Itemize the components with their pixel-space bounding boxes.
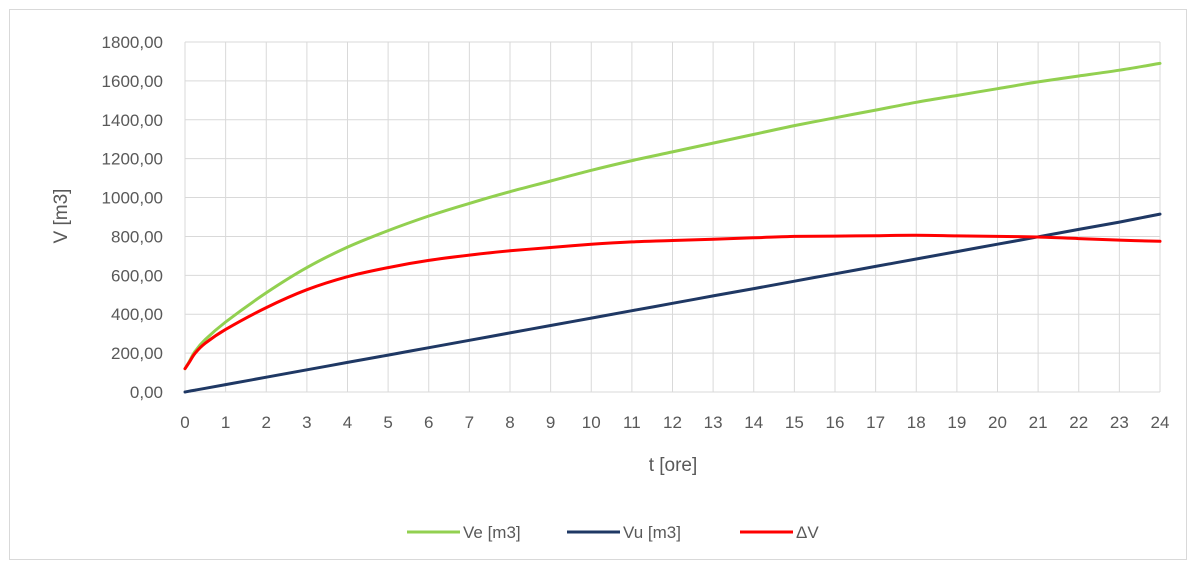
series-lines: [183, 61, 1162, 394]
series-line-1: [183, 212, 1162, 394]
y-tick-label: 400,00: [111, 305, 163, 324]
x-tick-label: 15: [785, 413, 804, 432]
x-tick-label: 0: [180, 413, 189, 432]
x-tick-label: 9: [546, 413, 555, 432]
x-tick-label: 17: [866, 413, 885, 432]
x-tick-label: 22: [1069, 413, 1088, 432]
x-tick-label: 11: [623, 413, 641, 432]
chart-area: [9, 9, 1187, 560]
y-tick-label: 1200,00: [102, 150, 163, 169]
x-tick-label: 16: [826, 413, 845, 432]
series-line-2: [183, 233, 1162, 371]
y-axis-title: V [m3]: [51, 189, 72, 244]
x-tick-label: 10: [582, 413, 601, 432]
x-tick-label: 2: [262, 413, 271, 432]
y-tick-label: 1600,00: [102, 72, 163, 91]
series-line-0: [183, 61, 1162, 371]
x-tick-label: 19: [947, 413, 966, 432]
legend-label: Vu [m3]: [623, 523, 681, 542]
x-tick-label: 13: [704, 413, 723, 432]
y-tick-label: 600,00: [111, 266, 163, 285]
x-tick-labels: 0 1 2 3 4 5 6 7 8 9 10 11 12 13 14 15 16 17 18 19 20 21 22 23 24: [180, 413, 1169, 432]
y-tick-label: 1000,00: [102, 189, 163, 208]
x-tick-label: 4: [343, 413, 352, 432]
x-tick-label: 6: [424, 413, 433, 432]
y-tick-label: 0,00: [130, 383, 163, 402]
legend-label: Ve [m3]: [463, 523, 521, 542]
x-axis-title: t [ore]: [649, 455, 698, 476]
y-tick-label: 800,00: [111, 227, 163, 246]
x-tick-label: 5: [383, 413, 392, 432]
x-tick-label: 23: [1110, 413, 1129, 432]
x-tick-label: 1: [221, 413, 230, 432]
y-tick-label: 1800,00: [102, 33, 163, 52]
legend: Ve [m3] Vu [m3] ΔV: [407, 523, 819, 542]
y-tick-label: 200,00: [111, 344, 163, 363]
x-tick-label: 21: [1029, 413, 1048, 432]
x-tick-label: 24: [1151, 413, 1170, 432]
x-tick-label: 20: [988, 413, 1007, 432]
x-tick-label: 8: [505, 413, 514, 432]
x-tick-label: 18: [907, 413, 926, 432]
y-tick-label: 1400,00: [102, 111, 163, 130]
x-tick-label: 7: [465, 413, 474, 432]
x-tick-label: 3: [302, 413, 311, 432]
legend-label: ΔV: [796, 523, 819, 542]
x-tick-label: 12: [663, 413, 682, 432]
x-tick-label: 14: [744, 413, 763, 432]
grid-lines: [184, 41, 1161, 393]
y-tick-labels: 0,00 200,00 400,00 600,00 800,00 1000,00 1200,…: [102, 33, 163, 402]
